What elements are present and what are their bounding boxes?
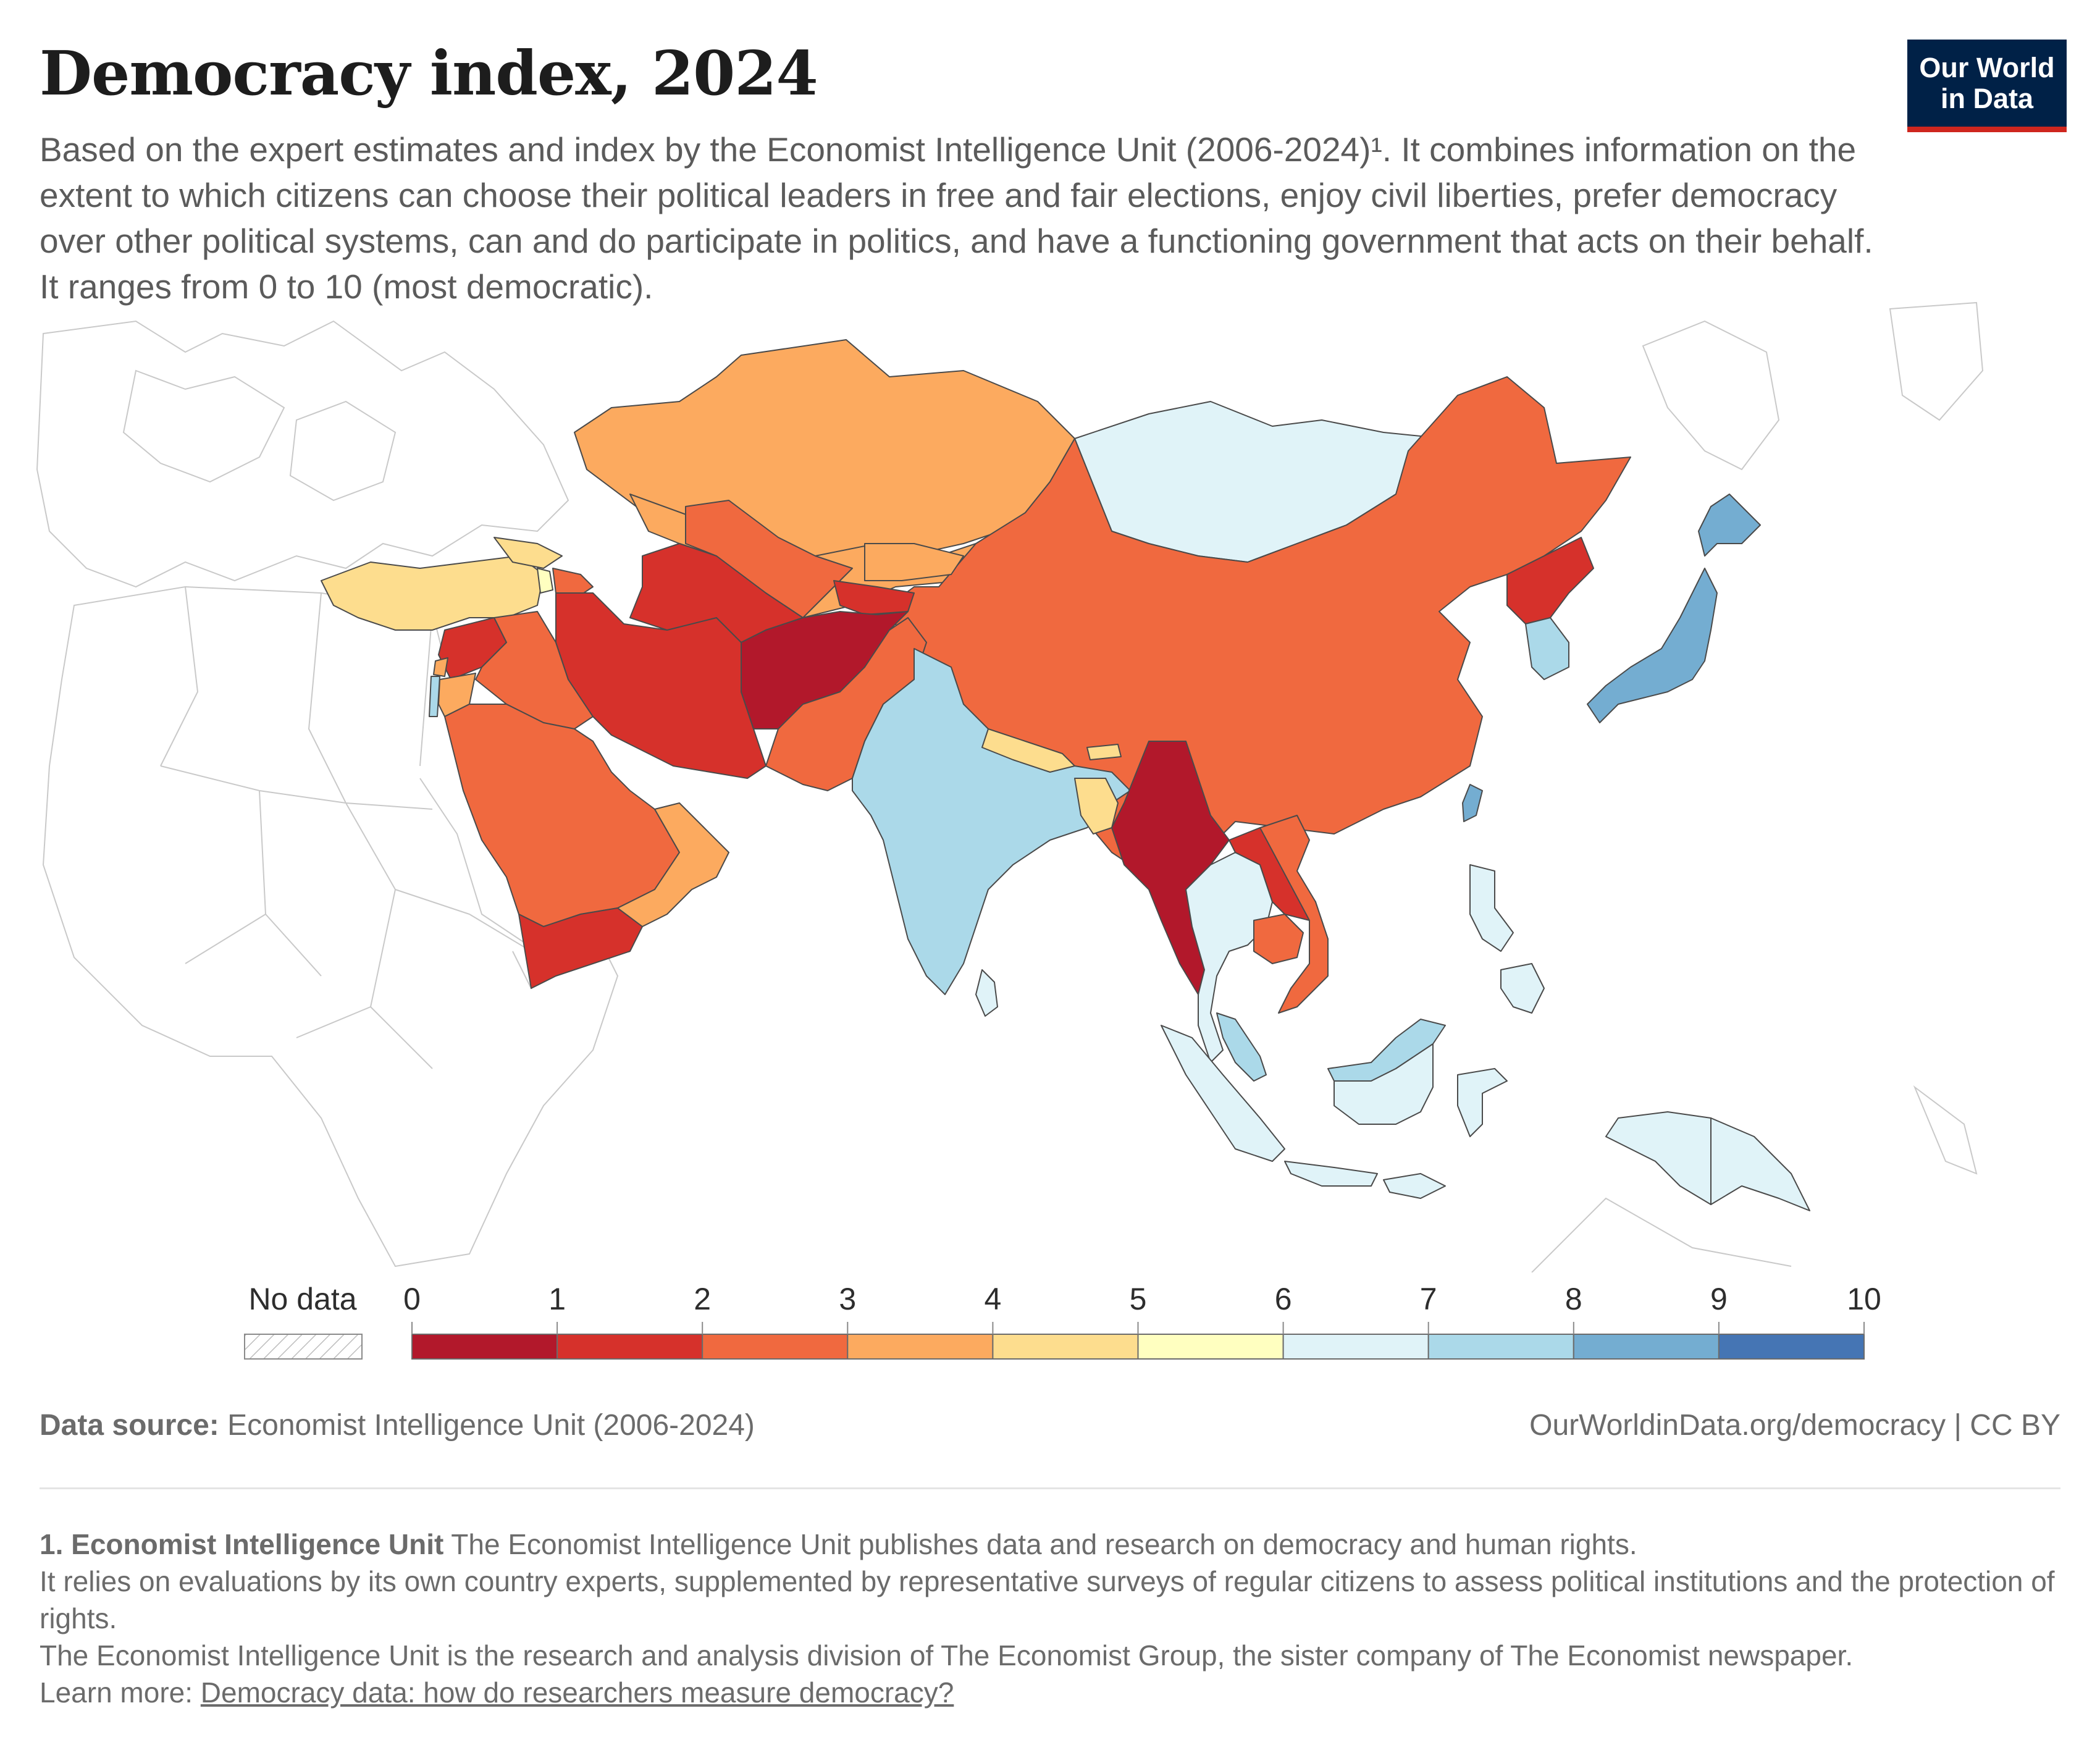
region-taiwan[interactable] xyxy=(1462,784,1483,822)
region-turkey[interactable] xyxy=(321,555,544,631)
legend-bin-9[interactable] xyxy=(1718,1334,1865,1360)
region-indonesia-sumatra[interactable] xyxy=(1161,1025,1285,1162)
legend-tick-label-1: 1 xyxy=(548,1282,566,1316)
region-kyrgyzstan[interactable] xyxy=(864,543,964,581)
legend-tick-label-4: 4 xyxy=(984,1282,1001,1316)
legend-no-data-swatch xyxy=(244,1334,363,1360)
region-pakistan[interactable] xyxy=(765,617,927,791)
region-japan[interactable] xyxy=(1587,568,1718,723)
region-israel[interactable] xyxy=(429,676,440,717)
data-source-value: Economist Intelligence Unit (2006-2024) xyxy=(227,1409,755,1442)
chart-title: Democracy index, 2024 xyxy=(40,38,818,109)
region-bhutan[interactable] xyxy=(1086,744,1122,760)
region-japan-hokkaido[interactable] xyxy=(1698,494,1761,557)
learn-more-label: Learn more: xyxy=(40,1676,193,1709)
legend-ticks: 0 1 2 3 4 5 6 7 8 9 10 xyxy=(403,1282,1881,1334)
region-georgia[interactable] xyxy=(494,537,563,569)
region-philippines-south[interactable] xyxy=(1500,963,1545,1014)
region-indonesia-papua[interactable] xyxy=(1605,1111,1712,1205)
divider xyxy=(40,1487,2060,1489)
region-papua-new-guinea[interactable] xyxy=(1710,1117,1810,1211)
region-armenia[interactable] xyxy=(537,568,553,594)
footnote-3: The Economist Intelligence Unit is the r… xyxy=(40,1639,1854,1671)
region-yemen[interactable] xyxy=(518,907,643,989)
legend-bin-2[interactable] xyxy=(702,1334,849,1360)
region-lebanon[interactable] xyxy=(433,657,448,677)
legend-bin-7[interactable] xyxy=(1427,1334,1574,1360)
choropleth-map xyxy=(0,296,1984,1272)
region-indonesia-sulawesi[interactable] xyxy=(1457,1068,1508,1137)
region-vietnam[interactable] xyxy=(1259,815,1329,1014)
region-indonesia-borneo[interactable] xyxy=(1334,1043,1434,1125)
legend-bins xyxy=(411,1334,1865,1360)
region-sri-lanka[interactable] xyxy=(975,969,998,1017)
countries xyxy=(321,340,1810,1211)
legend-bin-1[interactable] xyxy=(556,1334,704,1360)
region-south-korea[interactable] xyxy=(1525,617,1569,680)
region-nepal[interactable] xyxy=(981,728,1075,773)
legend: No data 0 1 2 3 4 5 6 7 8 9 10 xyxy=(244,1282,1881,1360)
legend-bin-6[interactable] xyxy=(1282,1334,1429,1360)
legend-bin-5[interactable] xyxy=(1137,1334,1284,1360)
region-malaysia[interactable] xyxy=(1216,1012,1267,1082)
legend-tick-label-0: 0 xyxy=(403,1282,421,1316)
footnote-1-label: 1. Economist Intelligence Unit xyxy=(40,1528,444,1560)
footnotes: 1. Economist Intelligence Unit The Econo… xyxy=(40,1526,2065,1711)
chart-subtitle: Based on the expert estimates and index … xyxy=(40,130,1873,306)
footnote-1: 1. Economist Intelligence Unit The Econo… xyxy=(40,1526,2065,1563)
region-indonesia-java[interactable] xyxy=(1284,1161,1378,1187)
region-north-korea[interactable] xyxy=(1506,537,1594,624)
region-iran[interactable] xyxy=(555,592,766,779)
region-oman[interactable] xyxy=(617,802,729,927)
learn-more-link[interactable]: Democracy data: how do researchers measu… xyxy=(200,1676,954,1709)
legend-tick-label-10: 10 xyxy=(1847,1282,1881,1316)
footer-url[interactable]: OurWorldinData.org/democracy | CC BY xyxy=(1529,1409,2060,1442)
legend-tick-label-7: 7 xyxy=(1420,1282,1437,1316)
logo-line-1: Our World xyxy=(1919,51,2055,83)
region-cambodia[interactable] xyxy=(1253,914,1304,964)
region-uzbekistan[interactable] xyxy=(685,500,853,618)
region-indonesia-islands[interactable] xyxy=(1383,1173,1446,1199)
legend-bin-3[interactable] xyxy=(847,1334,994,1360)
legend-bin-8[interactable] xyxy=(1573,1334,1720,1360)
legend-tick-label-9: 9 xyxy=(1710,1282,1728,1316)
legend-tick-label-2: 2 xyxy=(694,1282,711,1316)
owid-logo[interactable]: Our World in Data xyxy=(1907,40,2067,132)
data-source-label: Data source: xyxy=(40,1409,219,1442)
legend-tick-label-8: 8 xyxy=(1565,1282,1582,1316)
legend-tick-label-3: 3 xyxy=(839,1282,856,1316)
legend-bin-0[interactable] xyxy=(411,1334,558,1360)
footnote-2: It relies on evaluations by its own coun… xyxy=(40,1565,2055,1634)
legend-no-data-label: No data xyxy=(248,1282,356,1316)
legend-tick-label-5: 5 xyxy=(1130,1282,1147,1316)
legend-bin-4[interactable] xyxy=(992,1334,1139,1360)
footnote-1-text: The Economist Intelligence Unit publishe… xyxy=(451,1528,1637,1560)
data-source: Data source: Economist Intelligence Unit… xyxy=(40,1408,755,1442)
footnote-4: Learn more: Democracy data: how do resea… xyxy=(40,1674,2065,1711)
legend-tick-label-6: 6 xyxy=(1275,1282,1292,1316)
region-philippines[interactable] xyxy=(1469,864,1514,952)
logo-line-2: in Data xyxy=(1940,82,2034,114)
